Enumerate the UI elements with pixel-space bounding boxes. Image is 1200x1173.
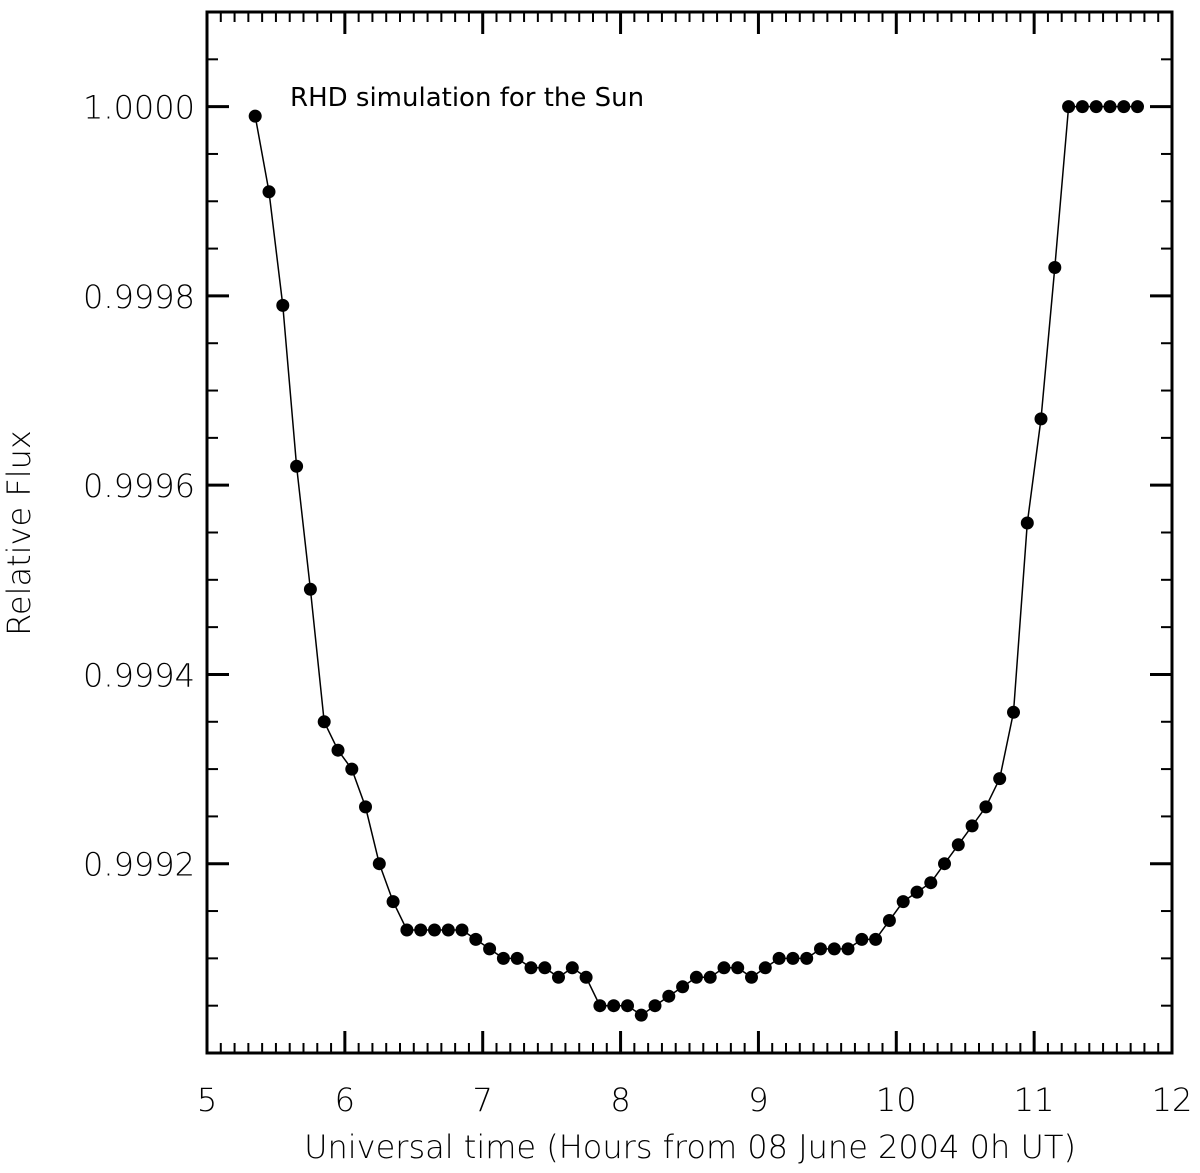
data-point-0 xyxy=(951,838,965,852)
x-tick-label: 7 xyxy=(473,1081,493,1119)
y-tick-label: 0.9992 xyxy=(83,846,195,884)
series-line-0 xyxy=(254,105,1138,1017)
x-tick-label: 5 xyxy=(197,1081,217,1119)
legend-entry-0: RHD simulation for the Sun xyxy=(290,83,644,113)
data-point-0 xyxy=(372,857,386,871)
data-point-0 xyxy=(827,942,841,956)
data-point-0 xyxy=(965,819,979,833)
data-point-0 xyxy=(1048,261,1062,274)
data-point-0 xyxy=(896,895,910,909)
data-point-0 xyxy=(634,1008,648,1022)
data-point-0 xyxy=(400,923,414,937)
data-point-0 xyxy=(428,923,441,937)
y-tick-label: 0.9998 xyxy=(83,278,195,316)
y-tick-label: 0.9994 xyxy=(83,656,195,694)
x-tick-label: 6 xyxy=(335,1081,355,1119)
y-tick-label: 1.0000 xyxy=(83,89,195,127)
data-point-0 xyxy=(1131,100,1144,114)
data-point-0 xyxy=(676,980,690,994)
data-point-0 xyxy=(1117,100,1131,114)
data-point-0 xyxy=(1034,412,1048,426)
data-point-0 xyxy=(910,885,924,899)
x-tick-label: 12 xyxy=(1152,1081,1193,1119)
data-point-0 xyxy=(938,857,951,871)
data-point-0 xyxy=(1007,705,1020,719)
data-point-0 xyxy=(703,970,717,984)
x-tick-label: 11 xyxy=(1014,1081,1055,1119)
data-point-0 xyxy=(524,961,538,975)
data-point-0 xyxy=(469,932,483,946)
y-axis-ticks: 0.9992 0.9994 0.9996 0.9998 1.0000 xyxy=(83,11,1172,1054)
data-point-0 xyxy=(248,109,262,123)
x-tick-label: 8 xyxy=(610,1081,630,1119)
data-point-0 xyxy=(648,999,662,1013)
data-point-0 xyxy=(621,999,634,1013)
data-point-0 xyxy=(772,951,786,965)
y-axis-title: Relative Flux xyxy=(0,430,38,636)
data-point-0 xyxy=(1103,100,1117,114)
data-point-0 xyxy=(483,942,497,956)
data-point-0 xyxy=(565,961,579,975)
data-point-0 xyxy=(758,961,772,975)
y-tick-label: 0.9996 xyxy=(83,467,195,505)
data-point-0 xyxy=(924,876,938,890)
data-point-0 xyxy=(1089,100,1103,114)
data-point-0 xyxy=(979,800,993,814)
data-point-0 xyxy=(814,942,827,956)
data-point-0 xyxy=(841,942,855,956)
data-point-0 xyxy=(386,895,400,909)
data-point-0 xyxy=(1075,100,1089,114)
data-point-0 xyxy=(1062,100,1076,114)
data-point-0 xyxy=(1020,516,1034,530)
data-point-0 xyxy=(538,961,552,975)
data-point-0 xyxy=(579,970,593,984)
data-point-0 xyxy=(593,999,607,1013)
data-point-0 xyxy=(731,961,745,975)
data-point-0 xyxy=(745,970,758,984)
data-point-0 xyxy=(552,970,565,984)
data-point-0 xyxy=(993,772,1007,786)
data-point-0 xyxy=(689,970,703,984)
legend: RHD simulation for the Sun xyxy=(290,83,644,113)
data-point-0 xyxy=(276,298,290,312)
data-point-0 xyxy=(345,762,359,776)
data-point-0 xyxy=(359,800,372,814)
data-point-0 xyxy=(869,932,883,946)
x-axis-title: Universal time (Hours from 08 June 2004 … xyxy=(304,1128,1076,1166)
data-point-0 xyxy=(290,459,304,473)
data-point-0 xyxy=(717,961,731,975)
data-point-0 xyxy=(882,914,896,927)
data-point-0 xyxy=(786,951,800,965)
x-tick-label: 9 xyxy=(748,1081,768,1119)
data-point-0 xyxy=(455,923,469,937)
x-axis-ticks: 5 6 7 8 9 10 11 12 xyxy=(197,12,1193,1119)
data-point-0 xyxy=(662,989,676,1003)
data-point-0 xyxy=(414,923,428,937)
x-tick-label: 10 xyxy=(876,1081,917,1119)
data-point-0 xyxy=(496,951,510,965)
data-point-0 xyxy=(331,743,345,757)
data-point-0 xyxy=(855,932,869,946)
data-point-0 xyxy=(607,999,621,1013)
data-point-0 xyxy=(800,951,814,965)
data-point-0 xyxy=(303,582,317,596)
data-point-0 xyxy=(317,715,331,729)
series-layer xyxy=(248,100,1144,1022)
data-point-0 xyxy=(441,923,455,937)
data-point-0 xyxy=(510,951,524,965)
data-point-0 xyxy=(262,185,276,199)
